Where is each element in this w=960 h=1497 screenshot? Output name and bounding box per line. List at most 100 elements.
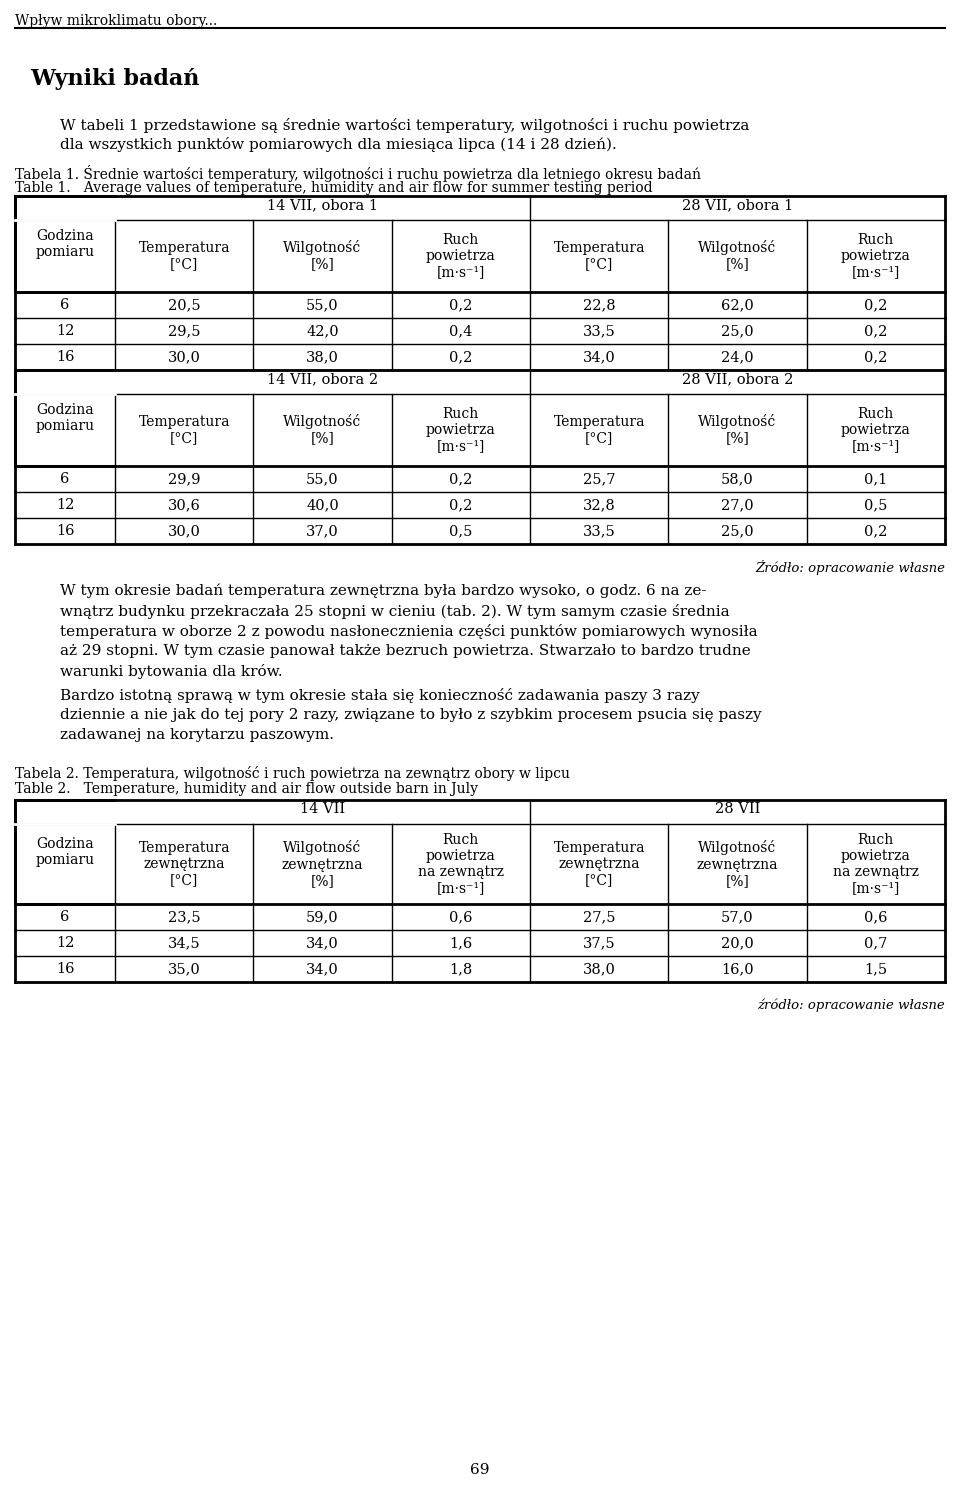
Text: Wilgotność
[%]: Wilgotność [%] xyxy=(283,241,362,271)
Text: Wilgotność
[%]: Wilgotność [%] xyxy=(283,415,362,446)
Text: Table 2.   Temperature, humidity and air flow outside barn in July: Table 2. Temperature, humidity and air f… xyxy=(15,781,478,796)
Text: 0,2: 0,2 xyxy=(449,472,472,487)
Text: 0,4: 0,4 xyxy=(449,323,472,338)
Text: 38,0: 38,0 xyxy=(583,963,615,976)
Text: 14 VII, obora 2: 14 VII, obora 2 xyxy=(267,371,378,386)
Text: dziennie a nie jak do tej pory 2 razy, związane to było z szybkim procesem psuci: dziennie a nie jak do tej pory 2 razy, z… xyxy=(60,708,761,722)
Text: 28 VII, obora 2: 28 VII, obora 2 xyxy=(682,371,793,386)
Text: 0,1: 0,1 xyxy=(864,472,887,487)
Text: 12: 12 xyxy=(56,323,74,338)
Text: 34,0: 34,0 xyxy=(306,936,339,951)
Text: 34,5: 34,5 xyxy=(168,936,201,951)
Text: 24,0: 24,0 xyxy=(721,350,754,364)
Text: 12: 12 xyxy=(56,936,74,951)
Text: 6: 6 xyxy=(60,298,70,311)
Text: Ruch
powietrza
[m·s⁻¹]: Ruch powietrza [m·s⁻¹] xyxy=(426,234,495,280)
Text: 37,5: 37,5 xyxy=(583,936,615,951)
Text: Ruch
powietrza
na zewnątrz
[m·s⁻¹]: Ruch powietrza na zewnątrz [m·s⁻¹] xyxy=(833,832,919,895)
Text: aż 29 stopni. W tym czasie panował także bezruch powietrza. Stwarzało to bardzo : aż 29 stopni. W tym czasie panował także… xyxy=(60,644,751,659)
Text: 40,0: 40,0 xyxy=(306,499,339,512)
Text: Godzina
pomiaru: Godzina pomiaru xyxy=(36,837,95,867)
Text: Wilgotność
zewnętrzna
[%]: Wilgotność zewnętrzna [%] xyxy=(281,840,363,888)
Text: 30,6: 30,6 xyxy=(168,499,201,512)
Text: warunki bytowania dla krów.: warunki bytowania dla krów. xyxy=(60,665,282,680)
Text: 22,8: 22,8 xyxy=(583,298,615,311)
Text: 37,0: 37,0 xyxy=(306,524,339,537)
Text: Temperatura
[°C]: Temperatura [°C] xyxy=(138,241,229,271)
Text: 29,5: 29,5 xyxy=(168,323,201,338)
Text: Tabela 1. Średnie wartości temperatury, wilgotności i ruchu powietrza dla letnie: Tabela 1. Średnie wartości temperatury, … xyxy=(15,165,701,183)
Text: 0,6: 0,6 xyxy=(449,910,472,924)
Text: źródło: opracowanie własne: źródło: opracowanie własne xyxy=(757,998,945,1012)
Text: 0,2: 0,2 xyxy=(864,323,888,338)
Text: 0,2: 0,2 xyxy=(449,350,472,364)
Text: 20,0: 20,0 xyxy=(721,936,754,951)
Text: dla wszystkich punktów pomiarowych dla miesiąca lipca (14 i 28 dzień).: dla wszystkich punktów pomiarowych dla m… xyxy=(60,138,616,153)
Text: 1,8: 1,8 xyxy=(449,963,472,976)
Text: Ruch
powietrza
[m·s⁻¹]: Ruch powietrza [m·s⁻¹] xyxy=(841,407,911,454)
Text: 30,0: 30,0 xyxy=(168,524,201,537)
Text: 59,0: 59,0 xyxy=(306,910,339,924)
Text: 33,5: 33,5 xyxy=(583,524,615,537)
Text: 34,0: 34,0 xyxy=(306,963,339,976)
Text: 25,0: 25,0 xyxy=(721,323,754,338)
Text: Table 1.   Average values of temperature, humidity and air flow for summer testi: Table 1. Average values of temperature, … xyxy=(15,181,653,195)
Text: 28 VII: 28 VII xyxy=(715,802,760,816)
Text: 0,6: 0,6 xyxy=(864,910,888,924)
Text: zadawanej na korytarzu paszowym.: zadawanej na korytarzu paszowym. xyxy=(60,728,334,743)
Text: Bardzo istotną sprawą w tym okresie stała się konieczność zadawania paszy 3 razy: Bardzo istotną sprawą w tym okresie stał… xyxy=(60,689,700,704)
Text: 34,0: 34,0 xyxy=(583,350,615,364)
Text: 30,0: 30,0 xyxy=(168,350,201,364)
Text: 0,2: 0,2 xyxy=(449,298,472,311)
Text: 62,0: 62,0 xyxy=(721,298,754,311)
Text: Temperatura
[°C]: Temperatura [°C] xyxy=(553,241,645,271)
Text: 42,0: 42,0 xyxy=(306,323,339,338)
Text: 55,0: 55,0 xyxy=(306,298,339,311)
Text: W tym okresie badań temperatura zewnętrzna była bardzo wysoko, o godz. 6 na ze-: W tym okresie badań temperatura zewnętrz… xyxy=(60,584,707,599)
Text: 0,7: 0,7 xyxy=(864,936,888,951)
Text: Godzina
pomiaru: Godzina pomiaru xyxy=(36,403,95,433)
Text: 35,0: 35,0 xyxy=(168,963,201,976)
Text: 6: 6 xyxy=(60,472,70,487)
Text: 0,2: 0,2 xyxy=(864,298,888,311)
Text: Temperatura
zewnętrzna
[°C]: Temperatura zewnętrzna [°C] xyxy=(138,841,229,888)
Text: wnątrz budynku przekraczała 25 stopni w cieniu (tab. 2). W tym samym czasie śred: wnątrz budynku przekraczała 25 stopni w … xyxy=(60,603,730,618)
Text: 0,5: 0,5 xyxy=(864,499,888,512)
Text: Godzina
pomiaru: Godzina pomiaru xyxy=(36,229,95,259)
Text: Ruch
powietrza
na zewnątrz
[m·s⁻¹]: Ruch powietrza na zewnątrz [m·s⁻¹] xyxy=(418,832,504,895)
Text: 69: 69 xyxy=(470,1463,490,1478)
Text: 57,0: 57,0 xyxy=(721,910,754,924)
Text: Wilgotność
[%]: Wilgotność [%] xyxy=(698,415,777,446)
Text: 55,0: 55,0 xyxy=(306,472,339,487)
Text: 16: 16 xyxy=(56,350,74,364)
Text: Wyniki badań: Wyniki badań xyxy=(30,67,200,90)
Text: 20,5: 20,5 xyxy=(168,298,201,311)
Text: 14 VII: 14 VII xyxy=(300,802,345,816)
Text: 0,5: 0,5 xyxy=(449,524,472,537)
Text: Temperatura
zewnętrzna
[°C]: Temperatura zewnętrzna [°C] xyxy=(553,841,645,888)
Text: Tabela 2. Temperatura, wilgotność i ruch powietrza na zewnątrz obory w lipcu: Tabela 2. Temperatura, wilgotność i ruch… xyxy=(15,766,570,781)
Text: 0,2: 0,2 xyxy=(864,350,888,364)
Text: 14 VII, obora 1: 14 VII, obora 1 xyxy=(267,198,378,213)
Text: Wilgotność
[%]: Wilgotność [%] xyxy=(698,241,777,271)
Text: 1,6: 1,6 xyxy=(449,936,472,951)
Text: Źródło: opracowanie własne: Źródło: opracowanie własne xyxy=(755,560,945,575)
Text: 12: 12 xyxy=(56,499,74,512)
Text: 16,0: 16,0 xyxy=(721,963,754,976)
Text: 27,5: 27,5 xyxy=(583,910,615,924)
Text: 33,5: 33,5 xyxy=(583,323,615,338)
Text: 32,8: 32,8 xyxy=(583,499,615,512)
Text: 16: 16 xyxy=(56,963,74,976)
Text: Temperatura
[°C]: Temperatura [°C] xyxy=(553,415,645,445)
Text: temperatura w oborze 2 z powodu nasłonecznienia części punktów pomiarowych wynos: temperatura w oborze 2 z powodu nasłonec… xyxy=(60,624,757,639)
Text: Wilgotność
zewnętrzna
[%]: Wilgotność zewnętrzna [%] xyxy=(697,840,779,888)
Text: 0,2: 0,2 xyxy=(449,499,472,512)
Text: 1,5: 1,5 xyxy=(864,963,887,976)
Text: Ruch
powietrza
[m·s⁻¹]: Ruch powietrza [m·s⁻¹] xyxy=(426,407,495,454)
Text: W tabeli 1 przedstawione są średnie wartości temperatury, wilgotności i ruchu po: W tabeli 1 przedstawione są średnie wart… xyxy=(60,118,750,133)
Text: 38,0: 38,0 xyxy=(306,350,339,364)
Text: Wpływ mikroklimatu obory...: Wpływ mikroklimatu obory... xyxy=(15,13,217,28)
Text: 0,2: 0,2 xyxy=(864,524,888,537)
Text: Temperatura
[°C]: Temperatura [°C] xyxy=(138,415,229,445)
Text: 58,0: 58,0 xyxy=(721,472,754,487)
